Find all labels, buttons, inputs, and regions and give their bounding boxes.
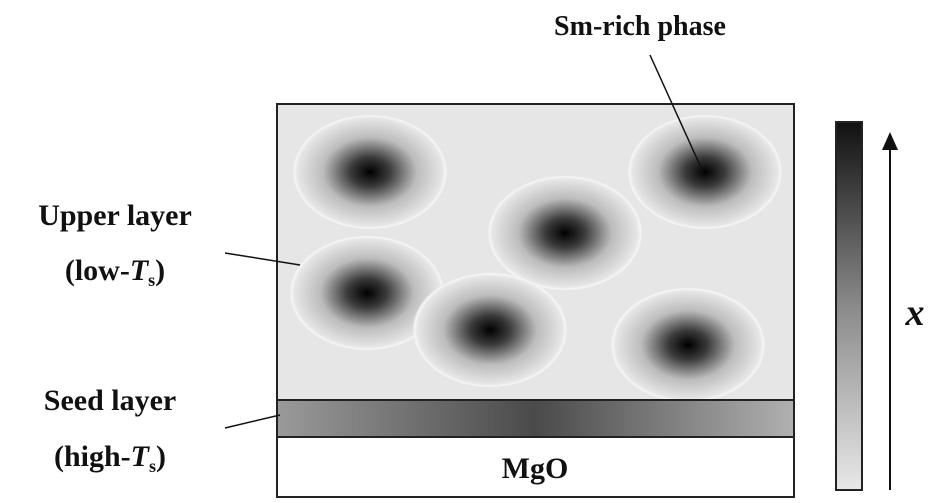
text: (high-: [54, 440, 131, 473]
seed-layer: [277, 400, 794, 437]
seed-label: Seed layer: [44, 384, 176, 417]
phase-blob: [627, 114, 783, 230]
sm-rich-label: Sm-rich phase: [554, 11, 726, 42]
subscript: s: [148, 270, 155, 290]
phase-blob: [610, 287, 766, 403]
upper-label-ts: (low-Ts): [65, 254, 165, 290]
symbol: T: [130, 254, 150, 287]
diagram: MgO x Sm-rich phase Upper layer (low-Ts)…: [0, 0, 940, 503]
substrate-label: MgO: [502, 452, 569, 485]
phase-blob: [292, 114, 448, 230]
seed-label-ts: (high-Ts): [54, 440, 166, 476]
composition-bar: [836, 122, 862, 490]
text: (low-: [65, 254, 130, 287]
subscript: s: [149, 456, 156, 476]
text: ): [155, 254, 165, 287]
phase-blob: [487, 175, 643, 291]
phase-blob: [412, 272, 568, 388]
text: ): [156, 440, 166, 473]
leader-line: [225, 415, 280, 428]
upper-label: Upper layer: [38, 199, 192, 232]
axis-label: x: [905, 292, 925, 334]
symbol: T: [131, 440, 151, 473]
